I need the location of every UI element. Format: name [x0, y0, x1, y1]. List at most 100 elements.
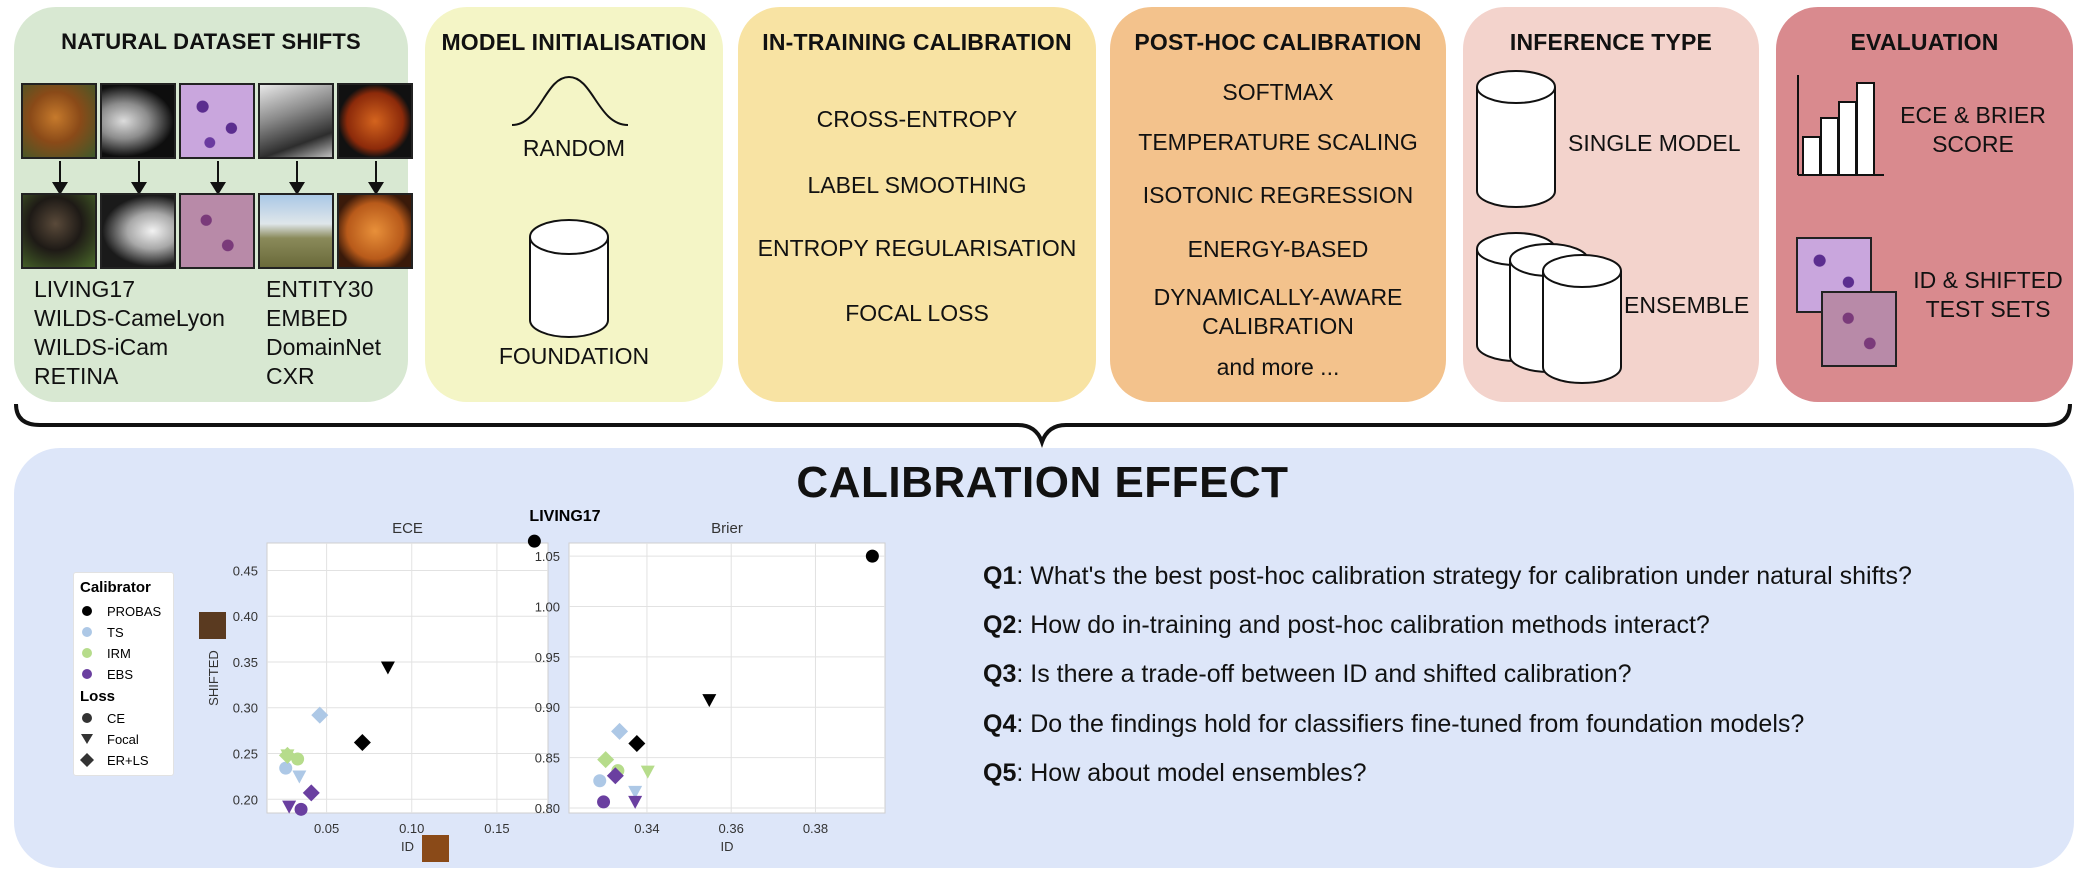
data-point-irm-erls: [597, 751, 615, 769]
legend-item-label: EBS: [107, 667, 133, 682]
panel-model-initialisation: MODEL INITIALISATION RANDOM FOUNDATION: [425, 7, 723, 402]
data-point-probas-ce: [527, 534, 541, 548]
plot-area: [266, 542, 549, 814]
method-entropy-regularisation: ENTROPY REGULARISATION: [757, 235, 1077, 261]
legend-irm-marker: [82, 648, 92, 658]
data-point-ebs-ce: [294, 802, 308, 816]
panel-post-hoc-calibration: POST-HOC CALIBRATION SOFTMAX TEMPERATURE…: [1110, 7, 1446, 402]
question-id: Q1: [983, 562, 1017, 590]
mammogram-shifted-thumbnail: [100, 193, 176, 269]
data-point-ts-focal: [628, 785, 643, 799]
mammogram-thumbnail: [100, 83, 176, 159]
retina-shifted-thumbnail: [337, 193, 413, 269]
panel-title: INFERENCE TYPE: [1509, 29, 1713, 55]
method-temperature-scaling: TEMPERATURE SCALING: [1138, 129, 1418, 155]
x-tick-label: 0.10: [399, 821, 424, 836]
question-q3: Q3: Is there a trade-off between ID and …: [983, 660, 1632, 689]
shifted-test-image: [1821, 291, 1897, 367]
legend-ebs-marker: [82, 669, 92, 679]
legend-item-label: PROBAS: [107, 604, 162, 619]
method-label-smoothing: LABEL SMOOTHING: [807, 172, 1027, 198]
bar-chart-icon: [1797, 75, 1884, 176]
x-tick-label: 0.36: [719, 821, 744, 836]
data-point-probas-erls: [353, 734, 371, 752]
histology-thumbnail: [179, 83, 255, 159]
x-tick-label: 0.38: [803, 821, 828, 836]
panel-title: IN-TRAINING CALIBRATION: [762, 29, 1072, 55]
question-q2: Q2: How do in-training and post-hoc cali…: [983, 611, 1710, 640]
gaussian-curve-icon: [511, 75, 629, 126]
legend-loss-title: Loss: [80, 688, 115, 705]
dataset-name: ENTITY30: [266, 276, 374, 302]
dataset-name: EMBED: [266, 305, 348, 331]
id-image-icon: [422, 835, 449, 862]
question-q5: Q5: How about model ensembles?: [983, 759, 1367, 788]
y-tick-label: 0.40: [233, 609, 258, 624]
x-tick-label: 0.15: [484, 821, 509, 836]
question-id: Q2: [983, 611, 1017, 639]
method-focal-loss: FOCAL LOSS: [845, 300, 989, 326]
question-id: Q3: [983, 660, 1017, 688]
legend-focal-marker: [81, 734, 93, 744]
chart-title: ECE: [392, 520, 423, 537]
question-text: : Is there a trade-off between ID and sh…: [1016, 660, 1632, 688]
shift-arrow: [52, 161, 68, 195]
legend-item-label: ER+LS: [107, 753, 149, 768]
savanna-thumbnail: [258, 193, 334, 269]
and-more-label: and more ...: [1216, 354, 1340, 380]
shift-arrow: [131, 161, 147, 195]
chart-suptitle: LIVING17: [529, 508, 600, 525]
cylinder-icon: [529, 219, 609, 338]
method-dynamically-aware: DYNAMICALLY-AWARE: [1153, 284, 1403, 310]
panel-evaluation: EVALUATION ECE & BRIER SCORE ID & SHIFTE…: [1776, 7, 2073, 402]
camera-trap-thumbnail: [258, 83, 334, 159]
data-point-ebs-ce: [597, 795, 611, 809]
curly-brace: [14, 403, 2072, 449]
metric-label-line1: ECE & BRIER: [1900, 102, 2046, 128]
ensemble-cylinders-icon: [1476, 232, 1622, 384]
y-tick-label: 0.85: [535, 751, 560, 766]
legend-ce-marker: [82, 713, 92, 723]
method-isotonic-regression: ISOTONIC REGRESSION: [1142, 182, 1414, 208]
ensemble-label: ENSEMBLE: [1624, 292, 1750, 318]
x-axis-label: ID: [721, 839, 734, 854]
x-tick-label: 0.34: [634, 821, 659, 836]
legend-item-label: TS: [107, 625, 124, 640]
question-q4: Q4: Do the findings hold for classifiers…: [983, 710, 1804, 739]
question-id: Q4: [983, 710, 1017, 738]
retina-thumbnail: [337, 83, 413, 159]
y-tick-label: 0.80: [535, 801, 560, 816]
y-tick-label: 0.95: [535, 650, 560, 665]
chart-title: Brier: [711, 520, 743, 537]
data-point-ts-erls: [311, 706, 329, 724]
ece-chart: 0.05 0.10 0.15 0.20 0.25 0.30 0.35 0.40 0.45 ECE I…: [206, 520, 549, 854]
data-point-ts-ce: [279, 761, 293, 775]
data-point-ts-erls: [611, 722, 629, 740]
chart-legend: Calibrator PROBAS TS IRM EBS Loss CE Foc…: [73, 572, 174, 776]
legend-erls-marker: [80, 753, 94, 767]
y-axis-label: SHIFTED: [206, 650, 221, 706]
dataset-name: WILDS-iCam: [34, 334, 169, 360]
panel-in-training-calibration: IN-TRAINING CALIBRATION CROSS-ENTROPY LA…: [738, 7, 1096, 402]
legend-calibrator-title: Calibrator: [80, 579, 151, 596]
question-text: : What's the best post-hoc calibration s…: [1016, 562, 1912, 590]
x-axis-label: ID: [401, 839, 414, 854]
dataset-name: WILDS-CameLyon: [34, 305, 225, 331]
panel-title: POST-HOC CALIBRATION: [1134, 29, 1422, 55]
chimpanzee-thumbnail: [21, 193, 97, 269]
y-tick-label: 0.90: [535, 700, 560, 715]
data-point-ts-focal: [292, 770, 307, 784]
single-model-cylinder-icon: [1476, 70, 1556, 208]
legend-probas-marker: [82, 606, 92, 616]
y-tick-label: 1.00: [535, 599, 560, 614]
shift-arrow: [210, 161, 226, 195]
legend-item-label: CE: [107, 711, 125, 726]
calibration-effect-title: CALIBRATION EFFECT: [796, 458, 1289, 507]
shift-arrow: [289, 161, 305, 195]
dataset-name: DomainNet: [266, 334, 382, 360]
shifted-image-icon: [199, 612, 226, 639]
panel-natural-dataset-shifts: NATURAL DATASET SHIFTS LIVING17 WILDS-Ca…: [14, 7, 413, 402]
dataset-list-right: ENTITY30 EMBED DomainNet CXR: [266, 275, 381, 391]
method-softmax: SOFTMAX: [1222, 79, 1334, 105]
